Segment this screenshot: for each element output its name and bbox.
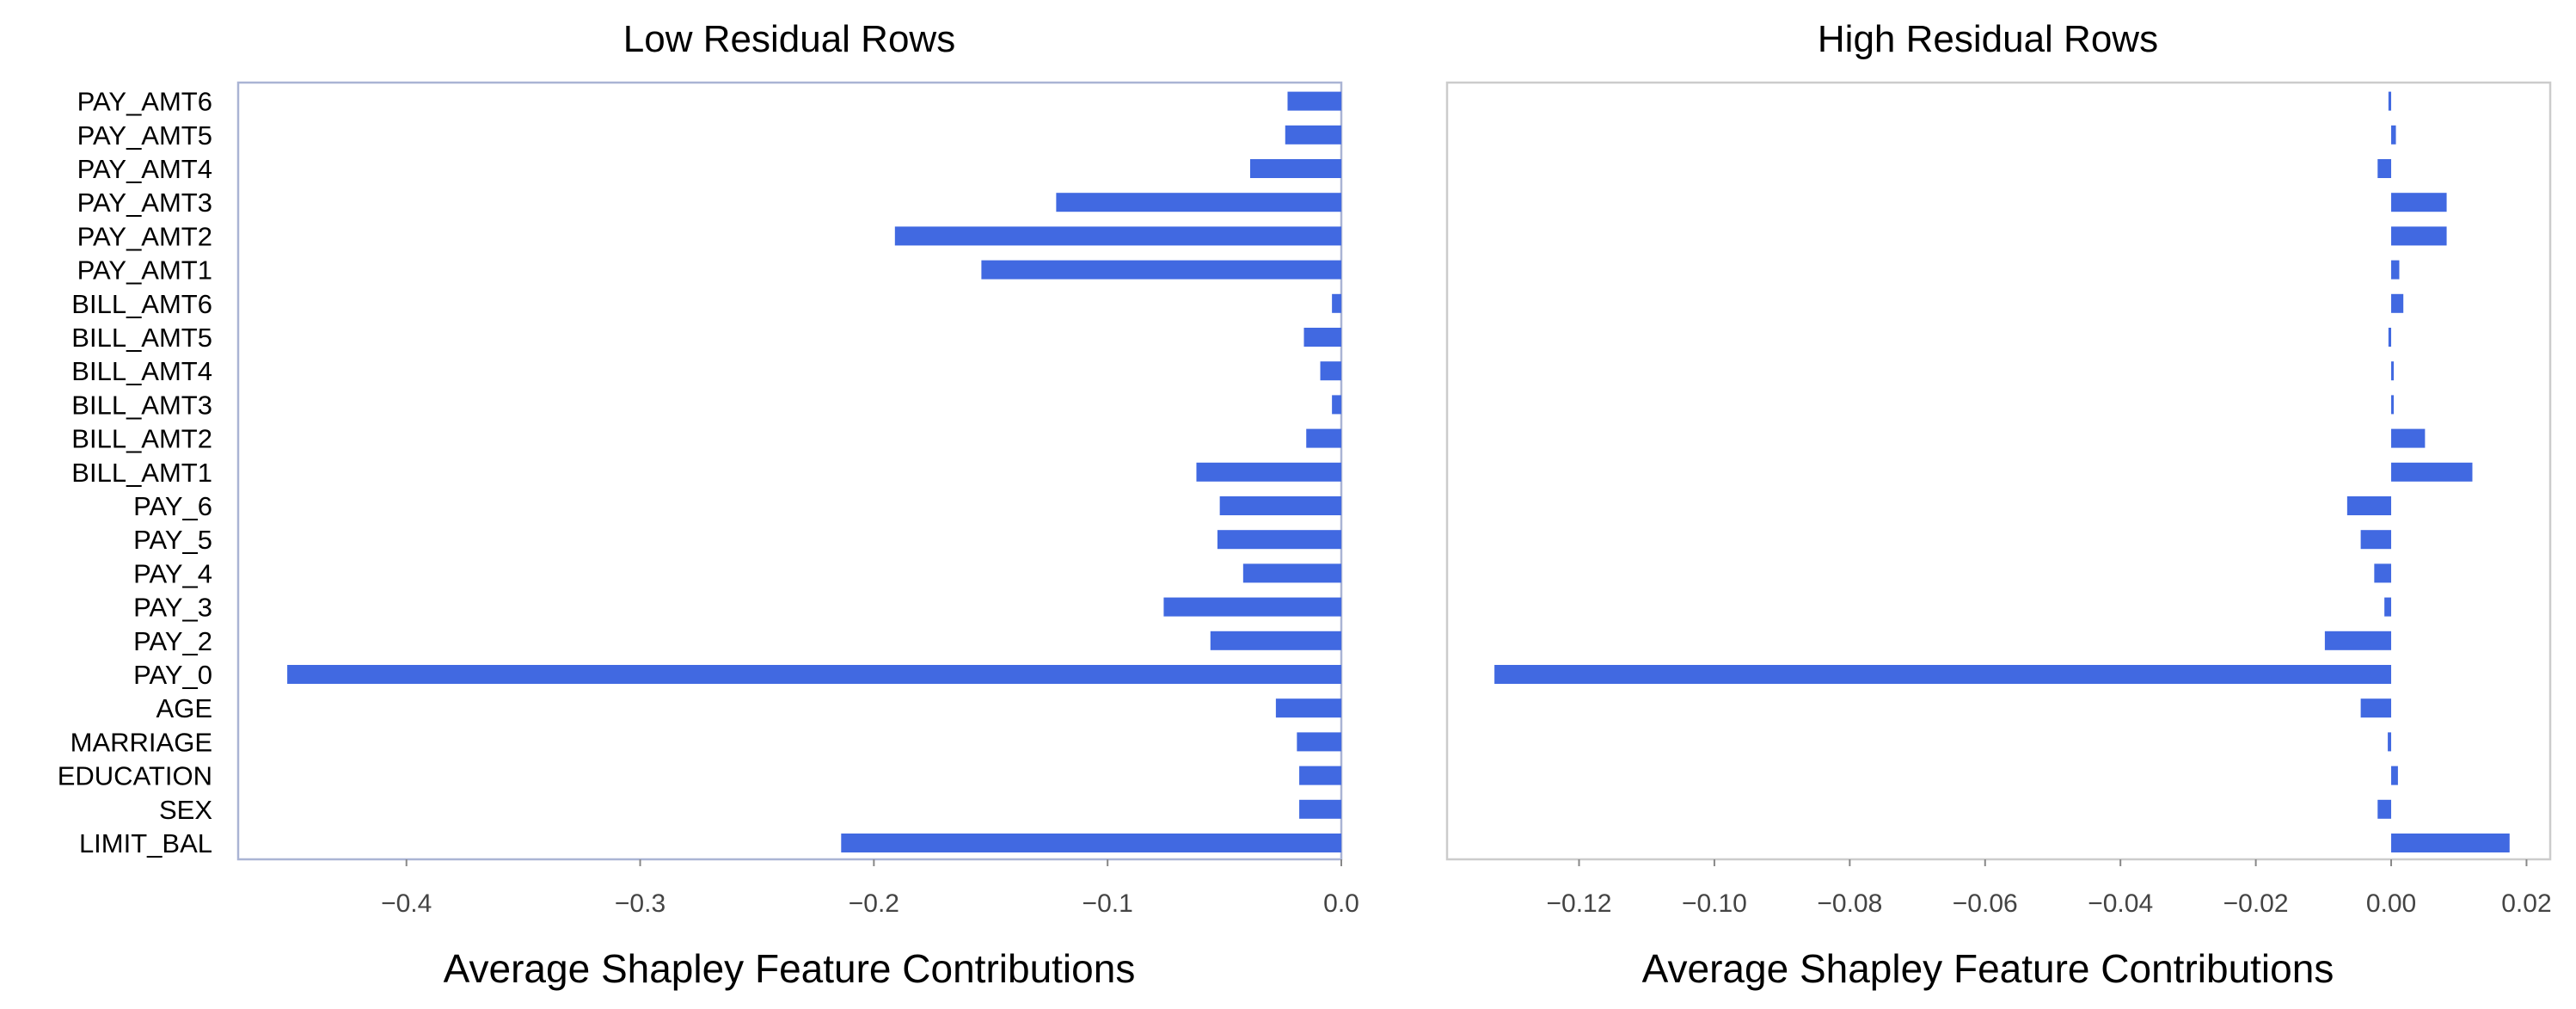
bar-pay-0 (287, 665, 1341, 684)
category-label: AGE (156, 693, 212, 723)
category-label: LIMIT_BAL (79, 828, 212, 858)
x-tick-label: −0.4 (381, 889, 432, 918)
category-label: PAY_AMT5 (77, 120, 212, 151)
category-label: BILL_AMT5 (71, 323, 212, 353)
category-label: PAY_AMT1 (77, 255, 212, 286)
bar-age (1275, 698, 1341, 718)
bar-pay-amt4 (1249, 159, 1341, 178)
bar-pay-0 (1494, 665, 2392, 684)
category-label: PAY_4 (133, 558, 212, 588)
category-label: PAY_0 (133, 660, 212, 690)
bar-pay-amt1 (981, 260, 1341, 280)
bar-bill-amt6 (2391, 293, 2404, 313)
bar-pay-4 (2374, 563, 2392, 583)
x-axis-label-high: Average Shapley Feature Contributions (1642, 946, 2334, 991)
category-label: BILL_AMT6 (71, 289, 212, 319)
bar-bill-amt4 (1320, 361, 1341, 381)
bar-limit-bal (841, 834, 1341, 852)
bar-marriage (2388, 732, 2392, 752)
category-label: PAY_6 (133, 491, 212, 521)
category-label: MARRIAGE (71, 727, 212, 757)
bar-pay-6 (1219, 496, 1341, 515)
bar-pay-amt3 (1056, 193, 1341, 212)
category-label: PAY_AMT3 (77, 188, 212, 218)
bar-bill-amt6 (1332, 293, 1341, 313)
bar-pay-3 (1163, 597, 1341, 617)
bar-sex (2377, 799, 2392, 819)
x-tick-label: −0.12 (1547, 889, 1612, 918)
x-tick-label: 0.00 (2366, 889, 2416, 918)
bar-bill-amt3 (2391, 395, 2395, 415)
bar-pay-6 (2346, 496, 2392, 515)
x-tick-label: −0.10 (1682, 889, 1747, 918)
x-axis-label-low: Average Shapley Feature Contributions (444, 946, 1136, 991)
bar-pay-2 (1210, 631, 1341, 650)
bar-pay-amt2 (2391, 226, 2447, 246)
chart-title-high: High Residual Rows (1818, 18, 2158, 60)
bar-pay-5 (1217, 530, 1341, 550)
bar-bill-amt1 (1196, 462, 1341, 482)
bar-bill-amt4 (2391, 361, 2395, 381)
x-tick-label: −0.06 (1953, 889, 2018, 918)
bar-pay-2 (2324, 631, 2392, 650)
category-label: BILL_AMT4 (71, 356, 212, 386)
bar-pay-5 (2360, 530, 2392, 550)
category-label: EDUCATION (58, 761, 212, 791)
bar-education (1299, 766, 1341, 785)
category-label: SEX (159, 795, 212, 825)
bar-bill-amt1 (2391, 462, 2473, 482)
x-tick-labels-low: −0.4 −0.3 −0.2 −0.1 0.0 (381, 859, 1359, 918)
plot-frame-high (1445, 81, 2552, 861)
bar-pay-amt3 (2391, 193, 2447, 212)
x-tick-label: −0.2 (849, 889, 899, 918)
chart-high-residual: High Residual Rows −0.12 −0.10 −0.08 −0.06−… (1445, 18, 2552, 991)
bar-bill-amt2 (2391, 428, 2426, 448)
category-label: BILL_AMT3 (71, 390, 212, 420)
x-tick-label: −0.02 (2223, 889, 2289, 918)
bar-pay-amt6 (2388, 91, 2392, 111)
bar-age (2360, 698, 2392, 718)
plot-frame-low (236, 81, 1343, 861)
category-label: BILL_AMT2 (71, 424, 212, 454)
bar-bill-amt5 (2388, 328, 2392, 347)
x-tick-label: −0.08 (1817, 889, 1882, 918)
bar-pay-amt6 (1287, 91, 1341, 111)
bar-pay-amt4 (2377, 159, 2392, 178)
bar-pay-3 (2384, 597, 2392, 617)
chart-title-low: Low Residual Rows (623, 18, 955, 60)
x-tick-labels-high: −0.12 −0.10 −0.08 −0.06 −0.04 −0.02 0.00 0.02 (1547, 859, 2552, 918)
category-label: PAY_3 (133, 593, 212, 623)
category-label: PAY_5 (133, 525, 212, 555)
x-tick-label: 0.0 (1323, 889, 1359, 918)
bar-bill-amt5 (1303, 328, 1341, 347)
bars-high (1494, 91, 2510, 852)
x-tick-label: −0.3 (615, 889, 665, 918)
bar-bill-amt2 (1306, 428, 1341, 448)
bar-pay-amt1 (2391, 260, 2400, 280)
x-tick-label: −0.04 (2088, 889, 2153, 918)
x-tick-label: −0.1 (1083, 889, 1133, 918)
bar-pay-amt5 (1285, 125, 1341, 145)
bar-pay-amt5 (2391, 125, 2396, 145)
category-label: PAY_AMT6 (77, 87, 212, 117)
bar-education (2391, 766, 2398, 785)
bar-bill-amt3 (1332, 395, 1341, 415)
category-label: PAY_AMT2 (77, 221, 212, 251)
bar-pay-amt2 (894, 226, 1341, 246)
bar-pay-4 (1242, 563, 1341, 583)
bar-limit-bal (2391, 834, 2510, 852)
x-tick-label: 0.02 (2501, 889, 2551, 918)
bar-sex (1299, 799, 1341, 819)
category-label: PAY_2 (133, 626, 212, 656)
category-label: BILL_AMT1 (71, 458, 212, 488)
category-label: PAY_AMT4 (77, 154, 212, 184)
bars-low (287, 91, 1341, 852)
bar-marriage (1297, 732, 1341, 752)
